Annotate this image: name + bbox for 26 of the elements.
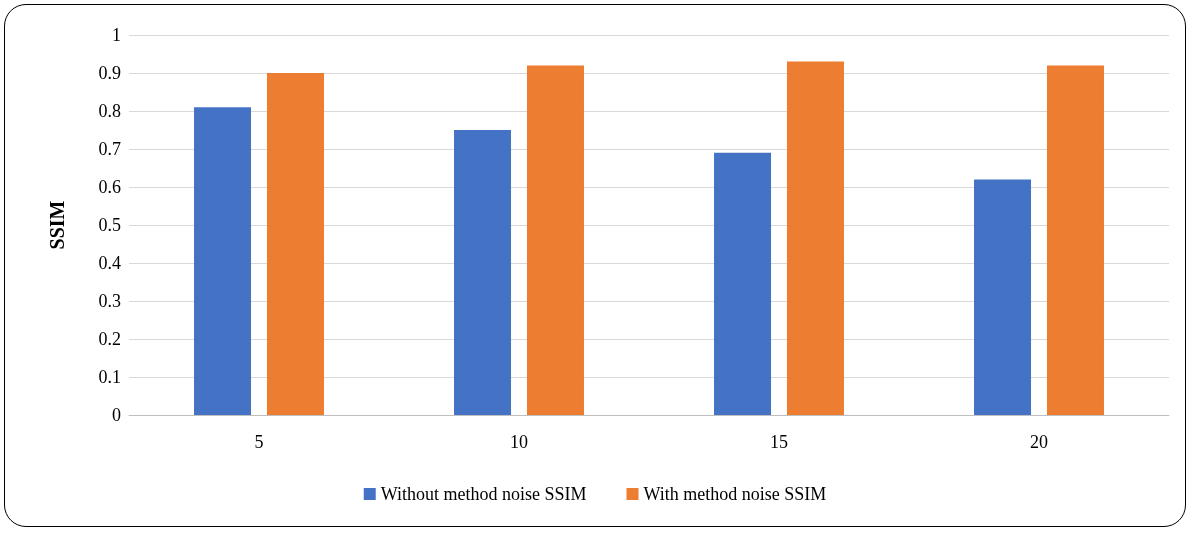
y-tick-label: 0.8 <box>98 101 121 121</box>
y-tick-label: 0 <box>112 405 121 425</box>
y-tick-label: 0.7 <box>98 139 121 159</box>
x-tick-label: 15 <box>770 432 788 452</box>
x-tick-label: 5 <box>254 432 264 452</box>
y-tick-label: 0.6 <box>98 177 121 197</box>
y-axis-title: SSIM <box>46 200 68 250</box>
bar <box>714 152 772 415</box>
y-tick-label: 0.9 <box>98 63 121 83</box>
legend-label: Without method noise SSIM <box>380 484 587 504</box>
bar <box>526 65 584 415</box>
bar <box>454 130 512 415</box>
bar <box>1046 65 1104 415</box>
x-tick-label: 10 <box>510 432 528 452</box>
bar <box>194 107 252 415</box>
y-tick-label: 0.4 <box>98 253 121 273</box>
bar <box>974 179 1032 415</box>
y-tick-label: 0.3 <box>98 291 121 311</box>
bar <box>786 61 844 415</box>
bar <box>266 73 324 415</box>
y-tick-label: 0.5 <box>98 215 121 235</box>
y-tick-label: 1 <box>112 25 121 45</box>
x-tick-label: 20 <box>1030 432 1048 452</box>
legend-label: With method noise SSIM <box>643 484 827 504</box>
y-tick-label: 0.1 <box>98 367 121 387</box>
y-tick-label: 0.2 <box>98 329 121 349</box>
